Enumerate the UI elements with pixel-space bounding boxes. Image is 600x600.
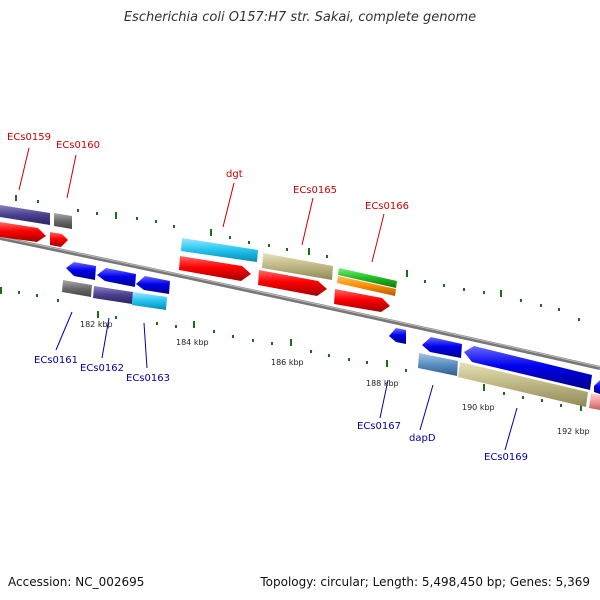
reverse-arrow-3[interactable] — [136, 276, 170, 294]
forward-arrow-track — [0, 222, 390, 312]
forward-arrow-2[interactable] — [50, 232, 68, 247]
gene-label-ecs0162[interactable]: ECs0162 — [80, 363, 124, 374]
gene-label-ecs0167[interactable]: ECs0167 — [357, 421, 401, 432]
reverse-arrow-track — [66, 262, 600, 394]
gene-feature-ecs0166-a[interactable] — [338, 268, 397, 288]
gene-feature-ecs0159[interactable] — [0, 205, 50, 225]
reverse-feature-track — [62, 280, 600, 410]
genome-stats-label: Topology: circular; Length: 5,498,450 bp… — [260, 575, 590, 589]
genome-backbone — [0, 236, 600, 370]
gene-feature-ecs0162[interactable] — [93, 286, 133, 304]
gene-feature-ecs0161[interactable] — [62, 280, 92, 297]
gene-feature-ecs0163[interactable] — [132, 292, 167, 310]
kbp-label: 192 kbp — [557, 427, 590, 436]
reverse-arrow-7[interactable] — [594, 380, 600, 394]
gene-label-ecs0169[interactable]: ECs0169 — [484, 452, 528, 463]
reverse-arrow-6[interactable] — [464, 346, 592, 390]
forward-arrow-3[interactable] — [179, 256, 251, 281]
kbp-label: 186 kbp — [271, 358, 304, 367]
kbp-label: 182 kbp — [80, 320, 113, 329]
forward-leader-lines — [18, 147, 385, 263]
forward-gene-labels: ECs0159 ECs0160 dgt ECs0165 ECs0166 — [7, 132, 409, 212]
gene-feature-dapd[interactable] — [458, 362, 588, 407]
outer-tick-row — [15, 195, 580, 321]
gene-feature-ecs0165[interactable] — [262, 253, 333, 280]
forward-arrow-4[interactable] — [258, 270, 327, 296]
reverse-arrow-2[interactable] — [97, 268, 136, 287]
reverse-gene-labels: ECs0161 ECs0162 ECs0163 ECs0167 dapD ECs… — [34, 355, 528, 463]
gene-feature-ecs0167[interactable] — [418, 353, 458, 376]
gene-label-dapd[interactable]: dapD — [409, 433, 436, 444]
inner-tick-row — [0, 287, 582, 411]
reverse-arrow-4[interactable] — [389, 328, 406, 344]
gene-label-ecs0160[interactable]: ECs0160 — [56, 140, 100, 151]
map-title: Escherichia coli O157:H7 str. Sakai, com… — [123, 10, 477, 25]
gene-label-dgt[interactable]: dgt — [226, 169, 243, 180]
gene-label-ecs0165[interactable]: ECs0165 — [293, 185, 337, 196]
kbp-scale-labels: 182 kbp 184 kbp 186 kbp 188 kbp 190 kbp … — [80, 320, 590, 436]
reverse-leader-lines — [55, 311, 518, 451]
kbp-label: 184 kbp — [176, 338, 209, 347]
kbp-label: 188 kbp — [366, 379, 399, 388]
kbp-label: 190 kbp — [462, 403, 495, 412]
reverse-arrow-1[interactable] — [66, 262, 96, 280]
forward-arrow-1[interactable] — [0, 222, 46, 242]
gene-label-ecs0163[interactable]: ECs0163 — [126, 373, 170, 384]
reverse-arrow-5[interactable] — [422, 337, 462, 358]
gene-label-ecs0161[interactable]: ECs0161 — [34, 355, 78, 366]
accession-label: Accession: NC_002695 — [8, 575, 145, 589]
gene-feature-ecs0170[interactable] — [589, 393, 600, 410]
gene-feature-dgt[interactable] — [181, 238, 258, 262]
gene-label-ecs0159[interactable]: ECs0159 — [7, 132, 51, 143]
gene-feature-ecs0166-b[interactable] — [337, 276, 396, 296]
gene-feature-ecs0160[interactable] — [54, 213, 72, 229]
gene-label-ecs0166[interactable]: ECs0166 — [365, 201, 409, 212]
forward-feature-track — [0, 205, 397, 296]
forward-arrow-5[interactable] — [334, 289, 390, 312]
